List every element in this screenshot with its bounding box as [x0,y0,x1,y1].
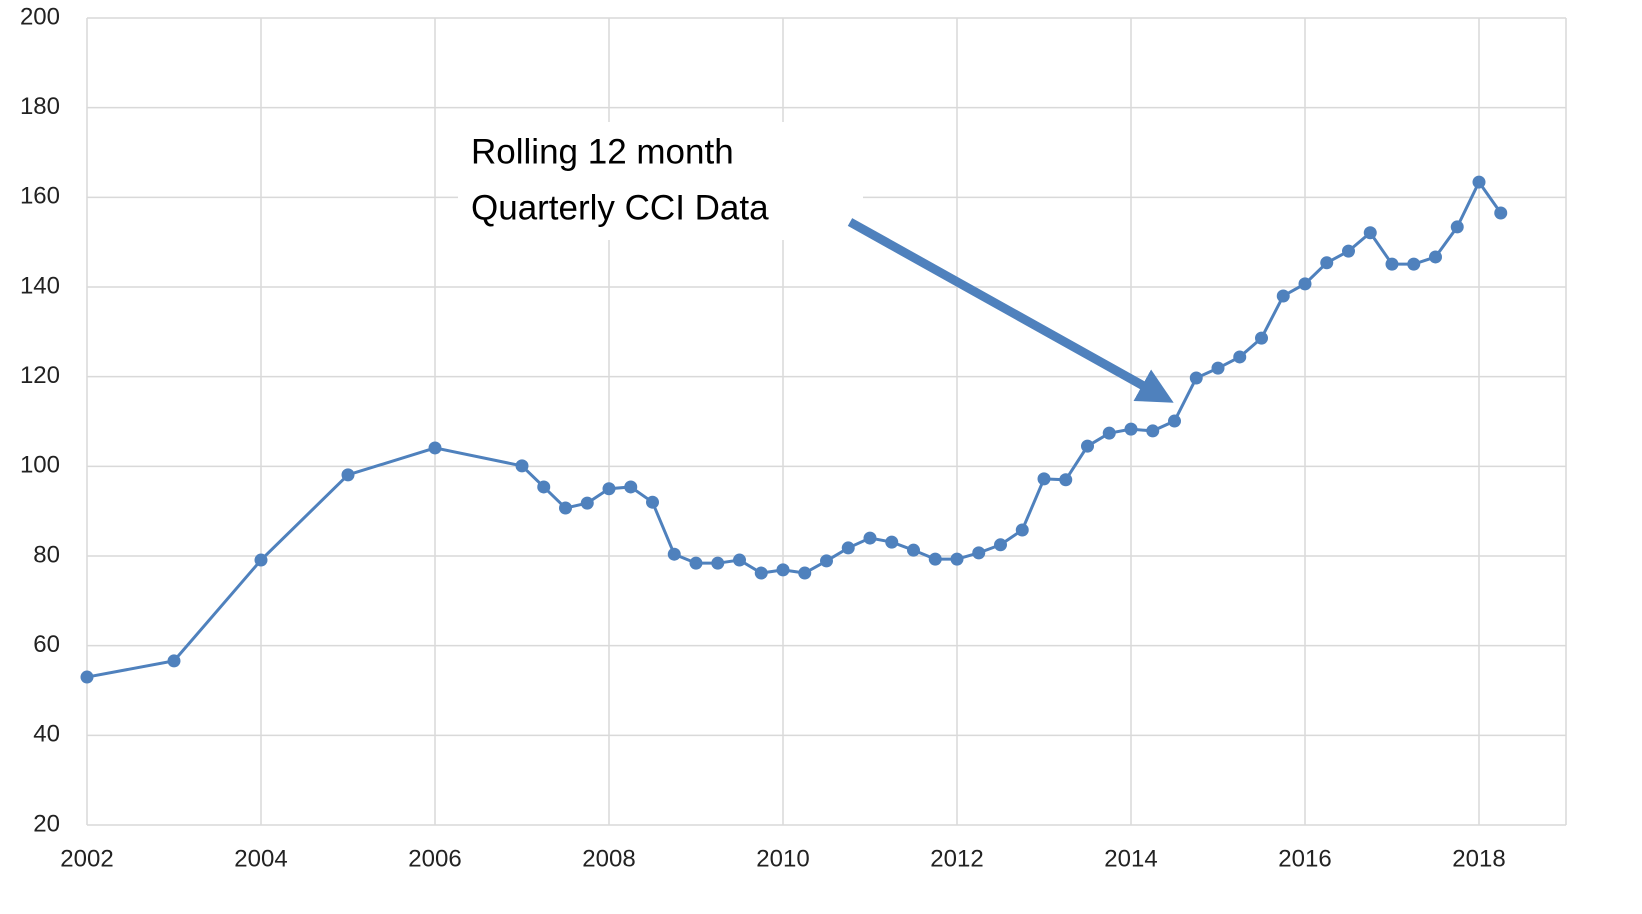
data-point [515,459,529,473]
data-point [646,495,659,509]
data-point [1342,244,1355,258]
data-point [820,554,833,568]
data-point [1015,523,1029,537]
data-point [972,546,986,560]
annotation-box [458,122,863,240]
y-tick-label: 140 [20,272,60,299]
data-point [624,480,638,494]
data-point [1081,439,1094,453]
data-point [1102,426,1116,440]
annotation: Rolling 12 month [471,132,734,171]
data-point [950,552,964,566]
data-point [1059,473,1073,487]
data-point [1320,256,1334,270]
y-tick-label: 40 [33,721,60,748]
data-point [1494,206,1508,220]
x-tick-label: 2006 [408,845,461,872]
x-tick-label: 2018 [1452,845,1505,872]
x-tick-label: 2014 [1104,845,1157,872]
data-point [841,541,855,555]
y-tick-label: 100 [20,452,60,479]
data-point [711,556,725,570]
data-point [885,535,899,549]
data-point [1037,472,1051,486]
annotation: Quarterly CCI Data [471,188,769,227]
data-point [1472,175,1486,189]
data-point [667,547,681,561]
data-point [798,566,812,580]
x-tick-label: 2012 [930,845,983,872]
data-point [689,556,703,570]
data-point [1363,226,1377,240]
data-point [1450,220,1464,234]
data-point [1124,422,1138,436]
data-line [86,179,1502,679]
y-tick-label: 80 [33,541,60,568]
x-tick-label: 2002 [60,845,113,872]
data-point [341,468,355,482]
data-point [1211,361,1225,375]
data-point [863,531,877,545]
data-point [907,543,920,557]
data-point [80,670,94,684]
y-tick-label: 180 [20,93,60,120]
data-point [1429,250,1442,264]
data-point [776,563,790,577]
data-point [994,538,1007,552]
data-point [254,553,268,567]
data-point [1255,331,1268,345]
data-point [1146,424,1160,438]
data-point [754,566,768,580]
plot-area [80,175,1508,684]
data-point [1298,277,1312,291]
data-point [1385,257,1399,271]
grid [86,17,1567,826]
data-point [1407,257,1421,271]
x-tick-label: 2016 [1278,845,1331,872]
y-tick-label: 120 [20,362,60,389]
y-tick-label: 60 [33,631,60,658]
data-point [733,553,746,567]
data-point [537,480,551,494]
data-point [428,441,442,455]
data-point [1189,371,1203,385]
y-tick-label: 20 [33,810,60,837]
data-point [580,496,594,510]
y-tick-label: 160 [20,183,60,210]
data-point [602,482,616,496]
data-point [928,552,942,566]
x-tick-label: 2008 [582,845,635,872]
data-point [559,501,572,515]
y-tick-label: 200 [20,3,60,30]
data-point [1276,289,1290,303]
data-point [167,654,181,668]
annotation-arrow [847,218,1174,403]
data-point [1233,350,1247,364]
data-point [1168,414,1181,428]
x-tick-label: 2004 [234,845,287,872]
x-tick-label: 2010 [756,845,809,872]
